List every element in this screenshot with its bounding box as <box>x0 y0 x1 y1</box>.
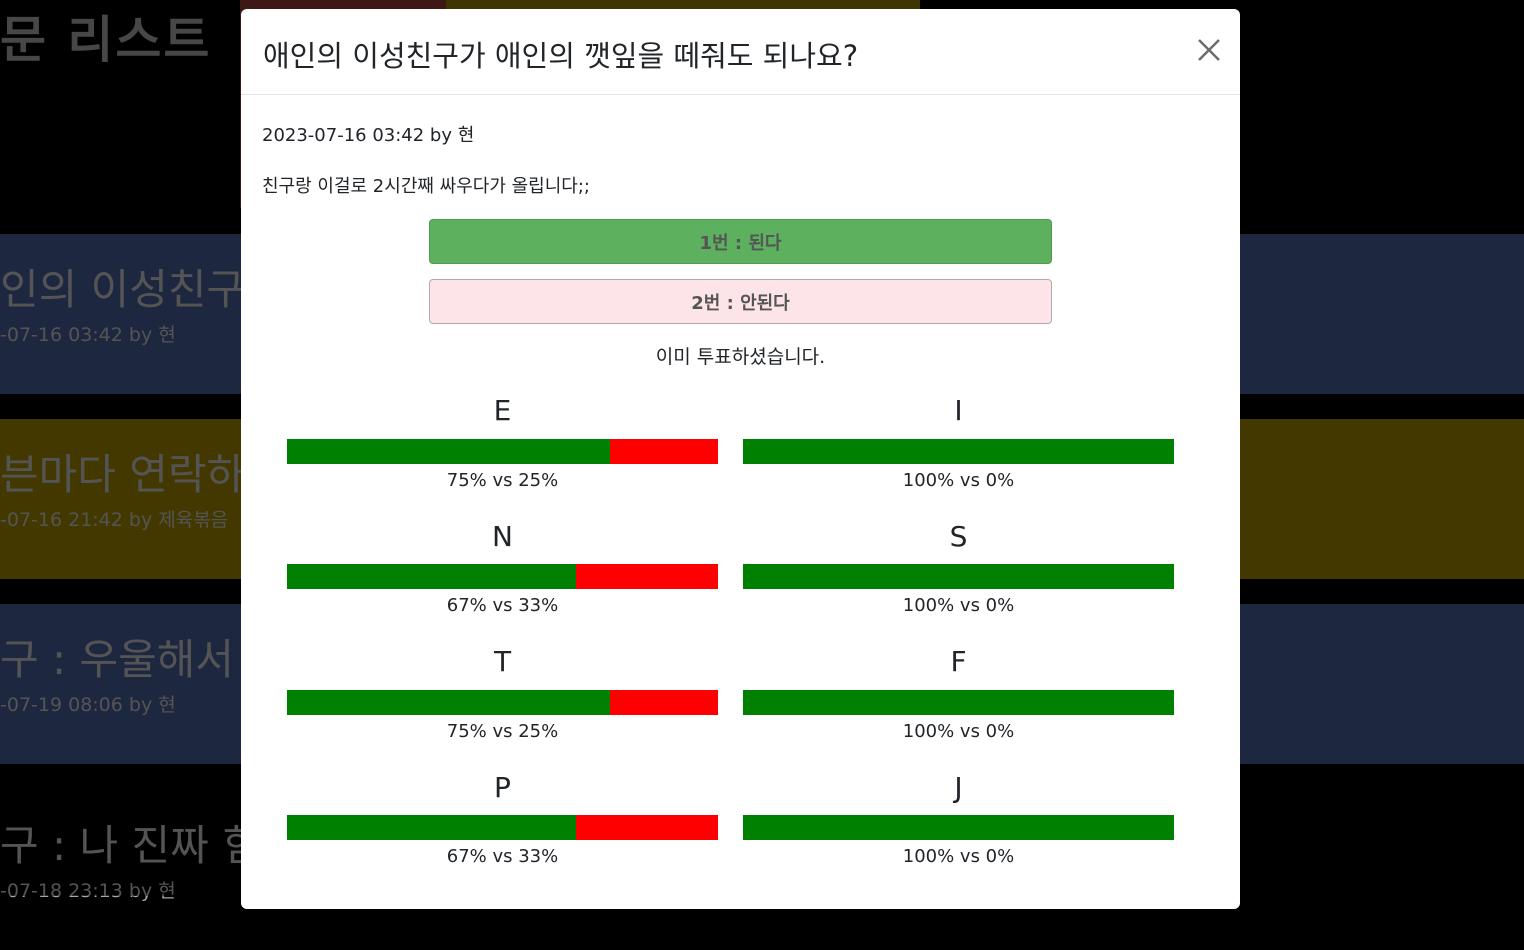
stat-j: J 100% vs 0% <box>743 773 1174 867</box>
modal-title: 애인의 이성친구가 애인의 깻잎을 떼줘도 되나요? <box>263 39 859 73</box>
stat-bar-fill <box>287 564 576 589</box>
stat-bar <box>743 815 1174 840</box>
stat-bar-fill <box>743 564 1174 589</box>
stat-n: N 67% vs 33% <box>287 522 718 616</box>
stat-letter: S <box>949 520 968 553</box>
stat-bar-fill <box>287 439 611 464</box>
stat-text: 100% vs 0% <box>902 470 1015 491</box>
stat-bar <box>743 439 1174 464</box>
stat-text: 100% vs 0% <box>902 721 1015 742</box>
stat-text: 75% vs 25% <box>446 721 559 742</box>
stat-letter: E <box>493 394 512 427</box>
stat-bar <box>743 690 1174 715</box>
vote-option-1-button[interactable]: 1번 : 된다 <box>429 219 1052 264</box>
stat-letter: T <box>493 645 512 678</box>
stat-letter: N <box>492 520 513 553</box>
stat-bar <box>743 564 1174 589</box>
stat-text: 67% vs 33% <box>446 595 559 616</box>
stat-bar-fill <box>743 815 1174 840</box>
stat-bar-fill <box>287 690 611 715</box>
stat-bar-fill <box>743 690 1174 715</box>
stat-text: 67% vs 33% <box>446 846 559 867</box>
modal-header: 애인의 이성친구가 애인의 깻잎을 떼줘도 되나요? <box>241 9 1240 95</box>
stat-letter: J <box>954 771 963 804</box>
voted-message: 이미 투표하셨습니다. <box>655 346 826 368</box>
stat-text: 100% vs 0% <box>902 846 1015 867</box>
stat-bar-fill <box>743 439 1174 464</box>
stat-text: 75% vs 25% <box>446 470 559 491</box>
stat-e: E 75% vs 25% <box>287 396 718 491</box>
stat-letter: I <box>954 394 963 427</box>
stat-i: I 100% vs 0% <box>743 396 1174 491</box>
stat-bar <box>287 564 718 589</box>
stat-bar <box>287 815 718 840</box>
stat-text: 100% vs 0% <box>902 595 1015 616</box>
post-body: 친구랑 이걸로 2시간째 싸우다가 올립니다;; <box>262 176 590 197</box>
close-button[interactable] <box>1196 35 1222 65</box>
stat-s: S 100% vs 0% <box>743 522 1174 616</box>
stat-letter: F <box>950 645 967 678</box>
stat-bar-fill <box>287 815 576 840</box>
stat-bar <box>287 439 718 464</box>
stat-t: T 75% vs 25% <box>287 647 718 742</box>
stat-bar <box>287 690 718 715</box>
vote-option-2-button[interactable]: 2번 : 안된다 <box>429 279 1052 324</box>
stat-letter: P <box>494 771 511 804</box>
stat-p: P 67% vs 33% <box>287 773 718 867</box>
vote-modal: 애인의 이성친구가 애인의 깻잎을 떼줘도 되나요? 2023-07-16 03… <box>241 9 1240 909</box>
post-meta: 2023-07-16 03:42 by 현 <box>262 125 475 146</box>
close-icon <box>1198 39 1220 61</box>
stat-f: F 100% vs 0% <box>743 647 1174 742</box>
